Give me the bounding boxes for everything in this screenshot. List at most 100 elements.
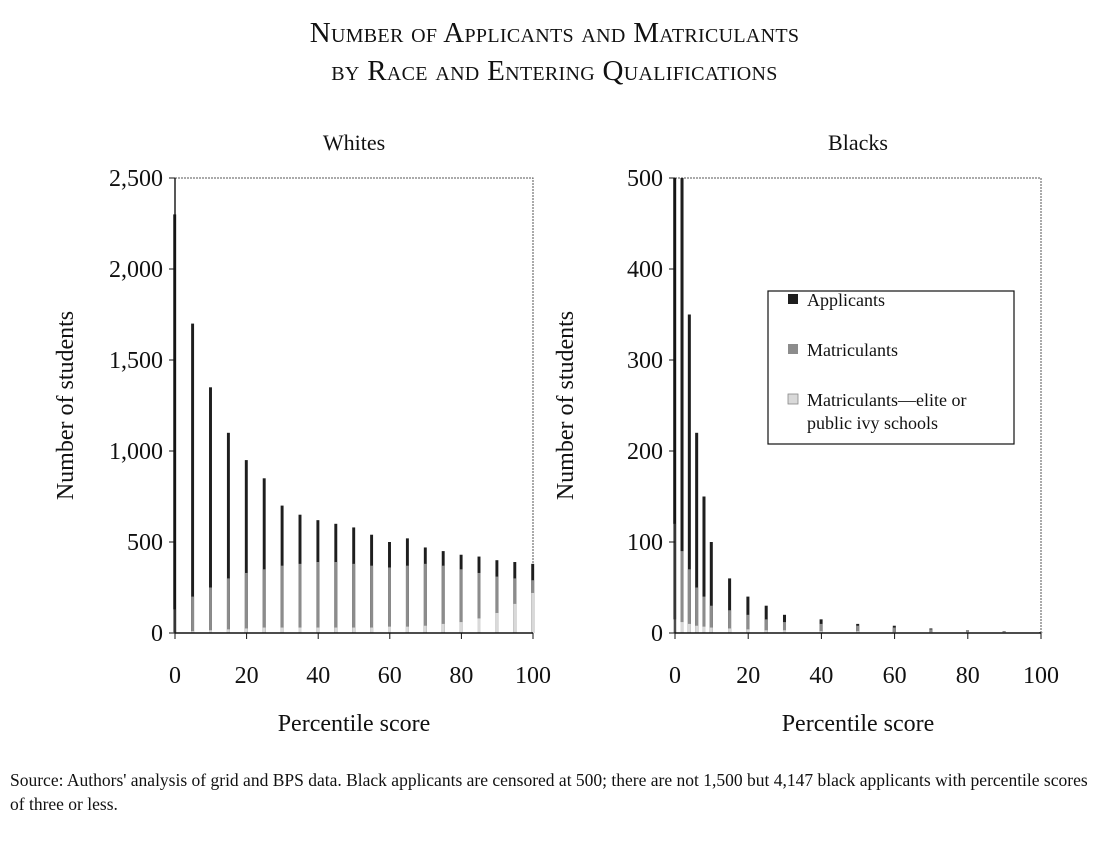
- bar: [929, 629, 933, 633]
- bar: [513, 603, 517, 633]
- chart-title-line1: Number of Applicants and Matriculants: [309, 17, 800, 49]
- bar: [687, 623, 691, 633]
- bar: [709, 627, 713, 633]
- bar: [298, 563, 302, 633]
- x-tick-label: 0: [669, 663, 681, 689]
- bar: [695, 432, 699, 633]
- x-tick-label: 80: [449, 663, 473, 689]
- y-tick-label: 0: [151, 621, 163, 647]
- legend-label: Matriculants—elite or public ivy schools: [807, 390, 966, 433]
- charts-canvas: 0 500 1,000 1,500 2,000 2,500 0 20 40 60 80 100 Whit…: [53, 130, 1059, 737]
- bar: [370, 565, 374, 633]
- chart-title: Number of Applicants and Matriculants by…: [0, 14, 1109, 90]
- bar: [244, 460, 248, 633]
- bar: [352, 563, 356, 633]
- bar: [280, 627, 284, 633]
- bar: [370, 627, 374, 633]
- x-tick-label: 60: [378, 663, 402, 689]
- bar: [728, 610, 732, 633]
- bar: [459, 622, 463, 633]
- bar: [680, 622, 684, 633]
- bar: [405, 626, 409, 633]
- bar: [280, 565, 284, 633]
- bar: [709, 542, 713, 633]
- bar: [782, 630, 787, 633]
- bar: [764, 619, 768, 633]
- bar: [495, 612, 499, 633]
- bar: [477, 618, 481, 633]
- bar: [388, 567, 391, 633]
- y-tick-label: 1,500: [109, 348, 163, 374]
- bar: [709, 605, 713, 633]
- bar: [477, 572, 481, 633]
- legend-swatch: [788, 344, 798, 354]
- bar: [316, 627, 320, 633]
- y-tick-label: 400: [627, 257, 663, 283]
- x-axis-label: Percentile score: [278, 711, 431, 737]
- x-axis-label: Percentile score: [782, 711, 935, 737]
- bar: [191, 631, 195, 633]
- bar: [819, 623, 823, 633]
- bar: [702, 626, 706, 633]
- chart-title-line2: by Race and Entering Qualifications: [331, 55, 778, 87]
- bar: [1002, 631, 1006, 633]
- legend-box: [767, 290, 1015, 445]
- bar: [856, 631, 860, 633]
- bar: [334, 627, 338, 633]
- bar: [892, 627, 896, 633]
- bar: [680, 178, 684, 633]
- bar: [728, 578, 732, 633]
- x-tick-label: 100: [1023, 663, 1059, 689]
- bar: [746, 629, 750, 633]
- source-note: Source: Authors' analysis of grid and BP…: [10, 770, 1088, 814]
- bar: [687, 314, 691, 633]
- bar: [226, 578, 230, 633]
- panel-title: Blacks: [828, 130, 888, 155]
- bar: [856, 625, 860, 633]
- y-tick-label: 1,000: [109, 439, 163, 465]
- panel-title: Whites: [323, 130, 385, 155]
- y-tick-label: 0: [651, 621, 663, 647]
- x-tick-label: 60: [883, 663, 907, 689]
- legend: Applicants Matriculants Matriculants—elite…: [767, 290, 1015, 445]
- bar: [334, 562, 338, 633]
- bar: [209, 387, 212, 633]
- bar: [728, 628, 732, 633]
- bar: [388, 626, 391, 633]
- bar: [680, 551, 684, 633]
- bar: [702, 596, 706, 633]
- bar: [423, 563, 427, 633]
- x-tick-label: 0: [169, 663, 181, 689]
- legend-label: Matriculants: [807, 340, 898, 360]
- x-tick-label: 40: [306, 663, 330, 689]
- bar: [687, 569, 691, 633]
- y-tick-label: 500: [127, 530, 163, 556]
- bar: [298, 627, 302, 633]
- bar: [316, 562, 320, 633]
- chart-panel-blacks: 0 100 200 300 400 500 0 20 40 60 80 100 Blacks Percen…: [553, 130, 1059, 737]
- bar: [244, 628, 248, 633]
- bar: [819, 631, 823, 633]
- bar: [209, 587, 212, 633]
- y-tick-label: 500: [627, 166, 663, 192]
- legend-swatch: [787, 393, 799, 405]
- x-tick-label: 20: [235, 663, 259, 689]
- series-2-bars: [173, 592, 535, 633]
- legend-label: Applicants: [807, 290, 885, 310]
- y-tick-label: 2,000: [109, 257, 163, 283]
- y-tick-label: 100: [627, 530, 663, 556]
- bar: [352, 627, 356, 633]
- bar: [695, 587, 699, 633]
- bar: [531, 592, 535, 633]
- y-tick-label: 2,500: [109, 166, 163, 192]
- bar: [965, 630, 970, 633]
- y-axis-label: Number of students: [553, 311, 579, 500]
- bar: [405, 565, 409, 633]
- bar: [226, 432, 230, 633]
- x-tick-label: 80: [956, 663, 980, 689]
- bar: [244, 572, 248, 633]
- bar: [782, 622, 787, 633]
- chart-panel-whites: 0 500 1,000 1,500 2,000 2,500 0 20 40 60 80 100 Whit…: [53, 130, 551, 737]
- legend-swatch: [788, 294, 798, 304]
- y-axis-label: Number of students: [53, 311, 79, 500]
